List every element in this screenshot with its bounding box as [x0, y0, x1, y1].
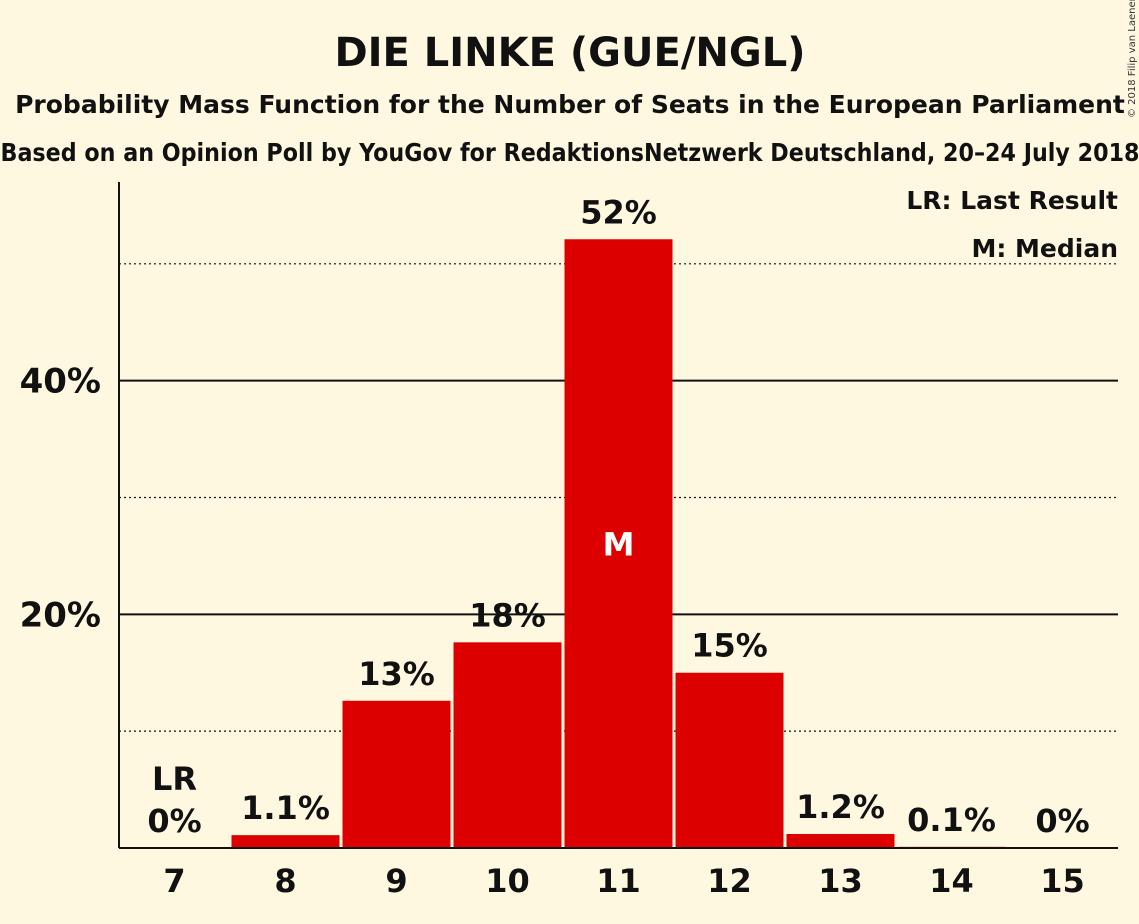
y-tick-label: 20%: [20, 595, 101, 635]
bar-value-label: 15%: [691, 627, 768, 665]
bars: [231, 239, 1006, 848]
bar-seats-13: [786, 833, 895, 848]
copyright-notice: © 2018 Filip van Laenen: [1127, 0, 1138, 118]
x-tick-label: 9: [385, 862, 407, 900]
x-tick-label: 8: [274, 862, 296, 900]
last-result-marker: LR: [152, 760, 197, 798]
median-marker: M: [603, 526, 635, 564]
legend-median: M: Median: [971, 234, 1118, 263]
bar-value-label: 0.1%: [907, 801, 996, 839]
bar-seats-8: [231, 835, 340, 848]
x-tick-label: 15: [1040, 862, 1085, 900]
chart-subtitle: Probability Mass Function for the Number…: [15, 90, 1125, 119]
bar-seats-9: [342, 700, 451, 848]
y-tick-label: 40%: [20, 362, 101, 402]
x-tick-label: 12: [707, 862, 752, 900]
x-axis-tick-labels: 7 8 9 10 11 12 13 14 15: [163, 862, 1084, 900]
legend-last-result: LR: Last Result: [906, 186, 1118, 215]
bar-value-label: 0%: [147, 802, 201, 840]
bar-value-labels: 0% 1.1% 13% 18% 52% 15% 1.2% 0.1% 0%: [147, 193, 1089, 840]
x-tick-label: 7: [163, 862, 185, 900]
x-tick-label: 13: [818, 862, 863, 900]
bar-seats-11: [564, 239, 673, 848]
bar-seats-12: [675, 672, 784, 848]
bar-value-label: 1.1%: [241, 789, 330, 827]
x-tick-label: 11: [596, 862, 641, 900]
bar-value-label: 0%: [1035, 802, 1089, 840]
markers: LR M: [152, 526, 634, 798]
bar-value-label: 52%: [580, 193, 657, 231]
chart-source: Based on an Opinion Poll by YouGov for R…: [1, 138, 1139, 167]
bar-value-label: 13%: [358, 655, 435, 693]
chart-title: DIE LINKE (GUE/NGL): [334, 30, 805, 76]
y-axis-tick-labels: 20% 40%: [20, 362, 101, 636]
x-tick-label: 10: [485, 862, 530, 900]
bar-seats-10: [453, 642, 562, 848]
bar-value-label: 18%: [469, 596, 546, 634]
bar-value-label: 1.2%: [796, 788, 885, 826]
x-tick-label: 14: [929, 862, 974, 900]
